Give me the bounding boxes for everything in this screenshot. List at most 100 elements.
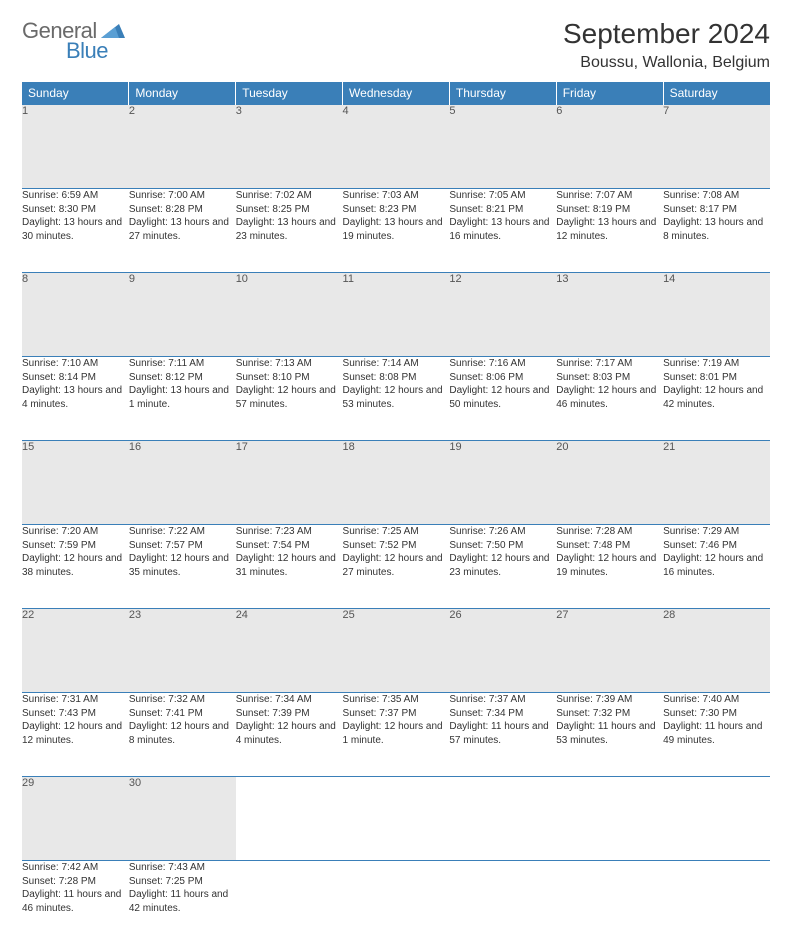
day-data-cell: Sunrise: 7:28 AMSunset: 7:48 PMDaylight:… (556, 525, 663, 609)
sunrise-text: Sunrise: 7:13 AM (236, 357, 343, 371)
day-number-cell: 8 (22, 273, 129, 357)
day-data-cell: Sunrise: 7:00 AMSunset: 8:28 PMDaylight:… (129, 189, 236, 273)
sunset-text: Sunset: 7:39 PM (236, 707, 343, 721)
daylight-text: Daylight: 12 hours and 46 minutes. (556, 384, 663, 411)
daylight-text: Daylight: 12 hours and 50 minutes. (449, 384, 556, 411)
daylight-text: Daylight: 12 hours and 19 minutes. (556, 552, 663, 579)
sunrise-text: Sunrise: 6:59 AM (22, 189, 129, 203)
day-data-cell: Sunrise: 7:05 AMSunset: 8:21 PMDaylight:… (449, 189, 556, 273)
sunset-text: Sunset: 8:28 PM (129, 203, 236, 217)
sunrise-text: Sunrise: 7:35 AM (343, 693, 450, 707)
day-number-cell: 16 (129, 441, 236, 525)
day-data-cell: Sunrise: 7:11 AMSunset: 8:12 PMDaylight:… (129, 357, 236, 441)
day-number-cell: 28 (663, 609, 770, 693)
day-data-cell: Sunrise: 7:19 AMSunset: 8:01 PMDaylight:… (663, 357, 770, 441)
day-number-cell: 18 (343, 441, 450, 525)
daylight-text: Daylight: 13 hours and 16 minutes. (449, 216, 556, 243)
daylight-text: Daylight: 12 hours and 4 minutes. (236, 720, 343, 747)
day-data-cell: Sunrise: 7:42 AMSunset: 7:28 PMDaylight:… (22, 861, 129, 945)
sunset-text: Sunset: 8:21 PM (449, 203, 556, 217)
day-data-cell: Sunrise: 7:29 AMSunset: 7:46 PMDaylight:… (663, 525, 770, 609)
daylight-text: Daylight: 13 hours and 23 minutes. (236, 216, 343, 243)
daynum-row: 22232425262728 (22, 609, 770, 693)
day-number-cell: 7 (663, 105, 770, 189)
weekday-header: Saturday (663, 82, 770, 105)
daylight-text: Daylight: 12 hours and 38 minutes. (22, 552, 129, 579)
daylight-text: Daylight: 12 hours and 31 minutes. (236, 552, 343, 579)
data-row: Sunrise: 7:31 AMSunset: 7:43 PM Daylight:… (22, 693, 770, 777)
daylight-text: Daylight: 13 hours and 12 minutes. (556, 216, 663, 243)
sunset-text: Sunset: 8:23 PM (343, 203, 450, 217)
sunrise-text: Sunrise: 7:00 AM (129, 189, 236, 203)
sunrise-text: Sunrise: 7:43 AM (129, 861, 236, 875)
day-number-cell: 15 (22, 441, 129, 525)
sunset-text: Sunset: 7:54 PM (236, 539, 343, 553)
day-data-cell: Sunrise: 7:20 AMSunset: 7:59 PMDaylight:… (22, 525, 129, 609)
weekday-header-row: Sunday Monday Tuesday Wednesday Thursday… (22, 82, 770, 105)
sunrise-text: Sunrise: 7:22 AM (129, 525, 236, 539)
sunset-text: Sunset: 7:43 PM (22, 707, 129, 721)
sunset-text: Sunset: 7:28 PM (22, 875, 129, 889)
day-number-cell (343, 777, 450, 861)
day-data-cell: Sunrise: 7:10 AMSunset: 8:14 PMDaylight:… (22, 357, 129, 441)
sunset-text: Sunset: 7:41 PM (129, 707, 236, 721)
sunset-text: Sunset: 8:03 PM (556, 371, 663, 385)
title-block: September 2024 Boussu, Wallonia, Belgium (563, 18, 770, 72)
weekday-header: Monday (129, 82, 236, 105)
daynum-row: 1234567 (22, 105, 770, 189)
sunrise-text: Sunrise: 7:37 AM (449, 693, 556, 707)
day-data-cell (556, 861, 663, 945)
sunrise-text: Sunrise: 7:40 AM (663, 693, 770, 707)
day-data-cell: Sunrise: 7:02 AMSunset: 8:25 PMDaylight:… (236, 189, 343, 273)
weekday-header: Wednesday (343, 82, 450, 105)
location-label: Boussu, Wallonia, Belgium (563, 54, 770, 72)
day-number-cell (663, 777, 770, 861)
sunrise-text: Sunrise: 7:10 AM (22, 357, 129, 371)
day-data-cell: Sunrise: 6:59 AMSunset: 8:30 PMDaylight:… (22, 189, 129, 273)
page-title: September 2024 (563, 18, 770, 50)
daylight-text: Daylight: 12 hours and 53 minutes. (343, 384, 450, 411)
sunset-text: Sunset: 7:52 PM (343, 539, 450, 553)
data-row: Sunrise: 6:59 AMSunset: 8:30 PMDaylight:… (22, 189, 770, 273)
sunrise-text: Sunrise: 7:25 AM (343, 525, 450, 539)
day-data-cell: Sunrise: 7:17 AMSunset: 8:03 PMDaylight:… (556, 357, 663, 441)
day-number-cell: 2 (129, 105, 236, 189)
day-number-cell: 1 (22, 105, 129, 189)
sunset-text: Sunset: 7:34 PM (449, 707, 556, 721)
sunrise-text: Sunrise: 7:29 AM (663, 525, 770, 539)
day-number-cell: 24 (236, 609, 343, 693)
day-number-cell: 22 (22, 609, 129, 693)
day-data-cell: Sunrise: 7:31 AMSunset: 7:43 PMDaylight:… (22, 693, 129, 777)
day-data-cell: Sunrise: 7:25 AMSunset: 7:52 PMDaylight:… (343, 525, 450, 609)
sunset-text: Sunset: 8:30 PM (22, 203, 129, 217)
daylight-text: Daylight: 12 hours and 23 minutes. (449, 552, 556, 579)
sunrise-text: Sunrise: 7:26 AM (449, 525, 556, 539)
day-number-cell (556, 777, 663, 861)
weekday-header: Sunday (22, 82, 129, 105)
logo-word-2: Blue (66, 38, 108, 63)
day-data-cell: Sunrise: 7:32 AMSunset: 7:41 PMDaylight:… (129, 693, 236, 777)
sunrise-text: Sunrise: 7:17 AM (556, 357, 663, 371)
daylight-text: Daylight: 12 hours and 16 minutes. (663, 552, 770, 579)
sunrise-text: Sunrise: 7:23 AM (236, 525, 343, 539)
daylight-text: Daylight: 13 hours and 27 minutes. (129, 216, 236, 243)
sunset-text: Sunset: 8:10 PM (236, 371, 343, 385)
day-number-cell: 20 (556, 441, 663, 525)
day-data-cell: Sunrise: 7:07 AMSunset: 8:19 PMDaylight:… (556, 189, 663, 273)
daylight-text: Daylight: 13 hours and 1 minute. (129, 384, 236, 411)
sunset-text: Sunset: 8:17 PM (663, 203, 770, 217)
data-row: Sunrise: 7:42 AMSunset: 7:28 PMDaylight:… (22, 861, 770, 945)
sunrise-text: Sunrise: 7:39 AM (556, 693, 663, 707)
sunrise-text: Sunrise: 7:34 AM (236, 693, 343, 707)
sunrise-text: Sunrise: 7:31 AM (22, 693, 129, 707)
day-number-cell: 12 (449, 273, 556, 357)
day-data-cell: Sunrise: 7:26 AMSunset: 7:50 PMDaylight:… (449, 525, 556, 609)
day-number-cell (236, 777, 343, 861)
day-data-cell (449, 861, 556, 945)
day-number-cell: 14 (663, 273, 770, 357)
day-number-cell: 30 (129, 777, 236, 861)
day-data-cell: Sunrise: 7:16 AMSunset: 8:06 PMDaylight:… (449, 357, 556, 441)
daylight-text: Daylight: 12 hours and 35 minutes. (129, 552, 236, 579)
header: General Blue September 2024 Boussu, Wall… (22, 18, 770, 72)
sunrise-text: Sunrise: 7:11 AM (129, 357, 236, 371)
